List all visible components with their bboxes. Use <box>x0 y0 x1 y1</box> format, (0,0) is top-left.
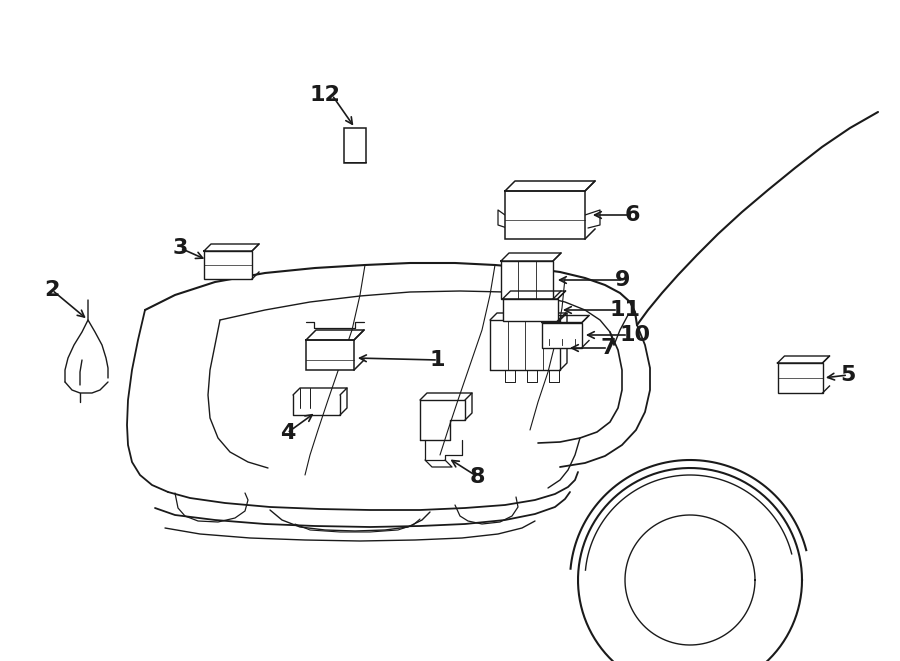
Text: 6: 6 <box>625 205 641 225</box>
Bar <box>204 251 252 279</box>
Text: 2: 2 <box>45 280 60 300</box>
Text: 10: 10 <box>620 325 651 345</box>
Text: 8: 8 <box>470 467 485 487</box>
Text: 1: 1 <box>430 350 446 370</box>
Text: 7: 7 <box>600 338 616 358</box>
Text: 11: 11 <box>610 300 641 320</box>
Text: 9: 9 <box>615 270 630 290</box>
Text: 3: 3 <box>173 238 188 258</box>
Bar <box>502 299 557 321</box>
Text: 4: 4 <box>280 423 295 443</box>
Bar <box>501 261 553 299</box>
Text: 12: 12 <box>309 85 340 105</box>
Bar <box>306 340 354 370</box>
Text: 5: 5 <box>840 365 855 385</box>
Bar <box>344 128 366 163</box>
Bar <box>542 323 582 348</box>
Bar <box>505 191 585 239</box>
Bar <box>778 363 823 393</box>
